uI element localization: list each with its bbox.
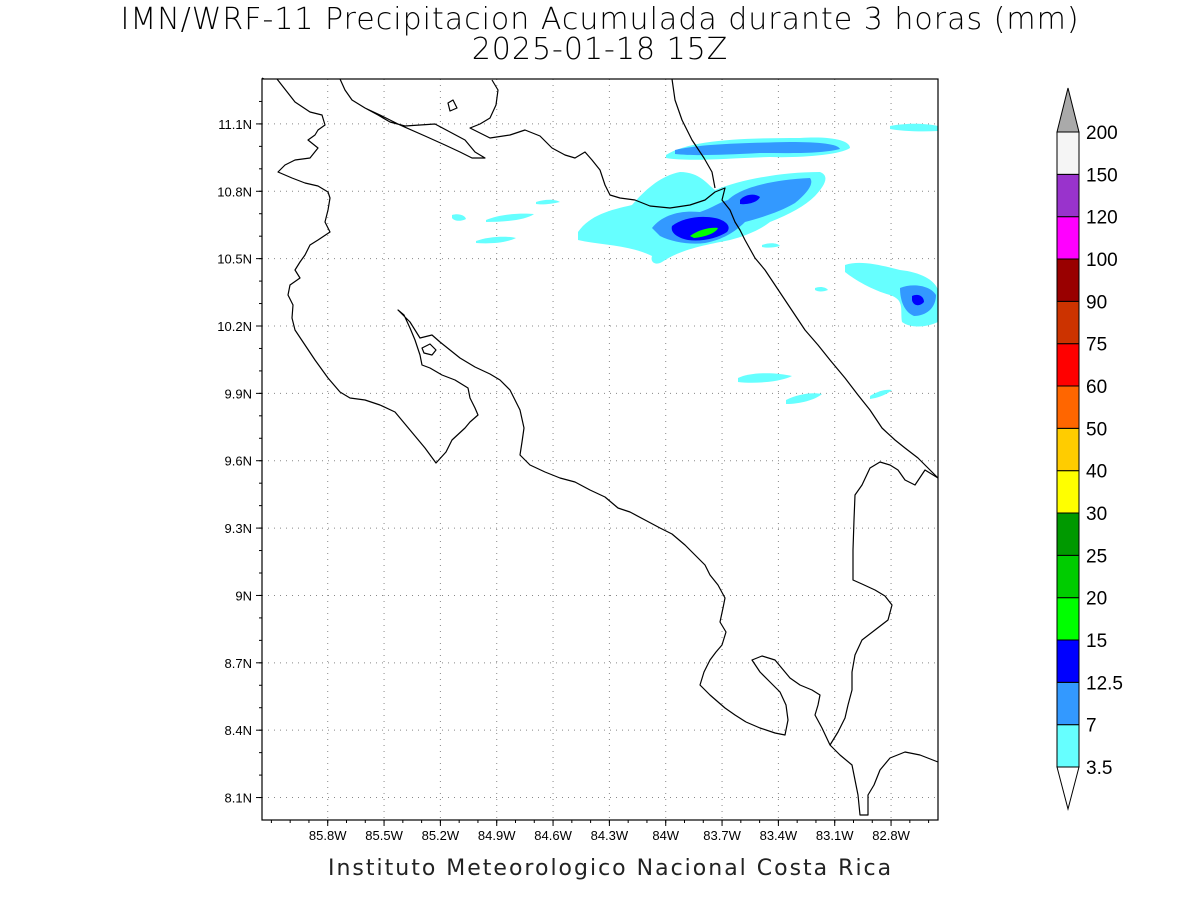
precip-area [536, 199, 560, 205]
credit-text: Instituto Meteorologico Nacional Costa R… [328, 856, 894, 881]
precip-area [675, 142, 840, 156]
colorbar-swatch [1056, 724, 1080, 768]
coastline-nicaragua-lake [261, 77, 486, 159]
colorbar-label: 30 [1086, 504, 1107, 525]
colorbar-swatch [1056, 131, 1080, 175]
colorbar-label: 12.5 [1086, 673, 1123, 694]
grid-lines [262, 79, 938, 820]
colorbar-swatch [1056, 512, 1080, 556]
colorbar-label: 150 [1086, 165, 1118, 186]
precip-area [738, 373, 792, 383]
lat-tick-label: 8.1N [225, 791, 252, 806]
colorbar-label: 75 [1086, 335, 1107, 356]
coastline-nicoya-island [421, 343, 437, 356]
colorbar-label: 15 [1086, 631, 1107, 652]
coastline-osa-peninsula [745, 655, 939, 816]
precip-area [870, 389, 892, 399]
lon-tick-label: 83.4W [760, 828, 798, 843]
lat-tick-label: 9.6N [225, 454, 252, 469]
lat-tick-label: 8.4N [225, 723, 252, 738]
axis-tick-marks [256, 100, 930, 826]
colorbar-swatch [1056, 681, 1080, 726]
lon-tick-label: 83.7W [703, 828, 741, 843]
precipitation-fields [452, 123, 938, 404]
colorbar-swatch [1056, 258, 1080, 302]
coastline-panama-border [829, 461, 939, 746]
lon-tick-label: 85.2W [422, 828, 460, 843]
colorbar-swatch [1056, 597, 1080, 641]
lat-tick-label: 10.5N [217, 252, 252, 267]
colorbar-swatch [1056, 470, 1080, 514]
precip-area [912, 294, 924, 306]
colorbar-bottom-arrow [1056, 766, 1080, 811]
colorbar-label: 40 [1086, 462, 1107, 483]
colorbar-label: 3.5 [1086, 758, 1112, 779]
map-subtitle-date: 2025-01-18 15Z [471, 32, 729, 67]
latitude-labels: 11.1N 10.8N 10.5N 10.2N 9.9N 9.6N 9.3N 9N 8.7N 8.… [217, 117, 252, 806]
colorbar-label: 100 [1086, 250, 1118, 271]
colorbar-label: 7 [1086, 716, 1097, 737]
lat-tick-label: 11.1N [218, 117, 252, 132]
precip-area [452, 214, 466, 221]
lon-tick-label: 84.9W [478, 828, 516, 843]
precip-area [762, 243, 780, 248]
lon-tick-label: 85.8W [309, 828, 347, 843]
colorbar-label: 20 [1086, 589, 1107, 610]
precip-area [890, 123, 938, 132]
precip-area [740, 194, 760, 205]
longitude-labels: 85.8W 85.5W 85.2W 84.9W 84.6W 84.3W 84W 83.7W 83… [309, 828, 911, 843]
colorbar-swatch [1056, 554, 1080, 599]
coastlines [261, 77, 939, 816]
colorbar-swatch [1056, 216, 1080, 260]
lon-tick-label: 84W [652, 828, 679, 843]
colorbar-label: 50 [1086, 419, 1107, 440]
colorbar-swatch [1056, 385, 1080, 429]
lat-tick-label: 9.3N [225, 521, 252, 536]
colorbar-label: 120 [1086, 208, 1118, 229]
colorbar-label: 200 [1086, 123, 1118, 144]
precip-area [815, 286, 828, 292]
lat-tick-label: 10.2N [217, 319, 252, 334]
map-frame [261, 78, 939, 821]
coastline-north-nicaragua [276, 78, 747, 723]
precip-area [476, 236, 516, 244]
coastline-river [671, 78, 716, 189]
coastline-lake-island [447, 99, 458, 112]
coastline-caribbean [469, 79, 939, 479]
colorbar-swatch [1056, 173, 1080, 218]
lon-tick-label: 84.6W [534, 828, 572, 843]
colorbar-swatch [1056, 639, 1080, 683]
colorbar-swatch [1056, 427, 1080, 472]
colorbar-swatch [1056, 343, 1080, 387]
colorbar-label: 60 [1086, 377, 1107, 398]
colorbar-swatch [1056, 300, 1080, 345]
colorbar: 3.5 7 12.5 15 20 25 30 40 50 60 75 90 100 120 150 200 [1056, 87, 1123, 811]
colorbar-top-arrow [1056, 87, 1080, 133]
map-title: IMN/WRF-11 Precipitacion Acumulada duran… [120, 2, 1080, 37]
lat-tick-label: 10.8N [217, 184, 252, 199]
precip-area [671, 216, 729, 241]
lon-tick-label: 83.1W [816, 828, 854, 843]
precip-area [486, 213, 534, 222]
precip-area [690, 227, 718, 238]
lat-tick-label: 8.7N [225, 656, 252, 671]
precip-area [786, 393, 822, 404]
lat-tick-label: 9.9N [225, 386, 252, 401]
colorbar-label: 25 [1086, 546, 1107, 567]
lat-tick-label: 9N [235, 588, 252, 603]
colorbar-label: 90 [1086, 292, 1107, 313]
lon-tick-label: 84.3W [591, 828, 629, 843]
lon-tick-label: 82.8W [872, 828, 910, 843]
lon-tick-label: 85.5W [365, 828, 403, 843]
